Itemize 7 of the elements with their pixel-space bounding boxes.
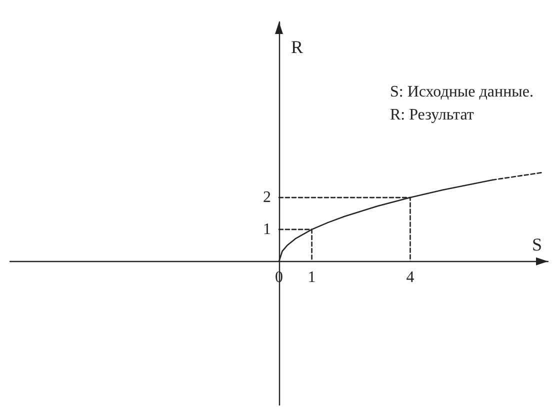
x-tick-label: 1 [308,268,316,286]
y-tick-label: 2 [263,189,271,206]
annotation: S: Исходные данные. [390,84,534,100]
y-axis-title: R [291,37,304,57]
x-axis-title: S [532,234,542,254]
x-tick-label: 4 [406,268,414,286]
annotation: R: Результат [390,106,474,124]
